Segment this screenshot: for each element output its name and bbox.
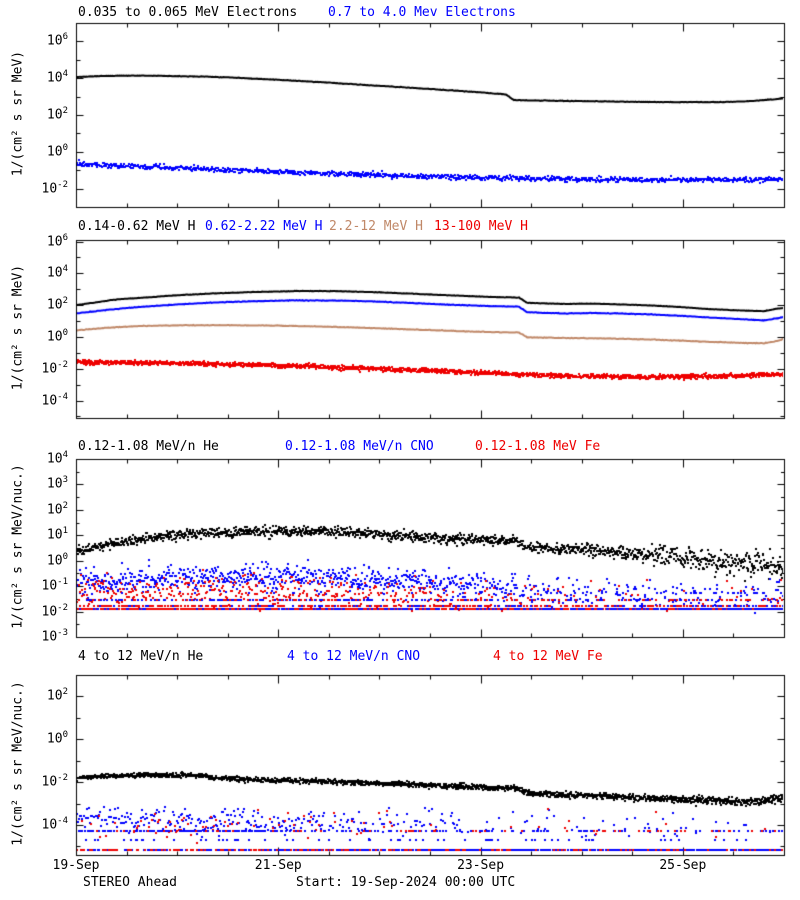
y-tick-label: 100 <box>46 327 68 345</box>
y-axis-title: 1/(cm² s sr MeV/nuc.) <box>10 464 26 629</box>
y-tick-label: 102 <box>46 296 68 313</box>
x-tick-label: 19-Sep <box>52 858 100 873</box>
y-tick-label: 106 <box>46 32 68 49</box>
x-tick-label: 21-Sep <box>254 858 302 873</box>
y-axis-title: 1/(cm² s sr MeV/nuc.) <box>10 681 26 846</box>
x-tick-label: 25-Sep <box>659 858 707 873</box>
panel-title-segment: 0.035 to 0.065 MeV Electrons <box>78 5 298 20</box>
y-tick-label: 100 <box>46 142 68 160</box>
y-tick-label: 10-4 <box>41 816 69 833</box>
y-tick-label: 104 <box>46 69 68 86</box>
panel-title-segment: 0.7 to 4.0 Mev Electrons <box>328 5 516 20</box>
y-tick-label: 10-2 <box>41 773 69 790</box>
panel-title-segment: 4 to 12 MeV/n CNO <box>287 649 421 664</box>
panel-title-segment: 0.12-1.08 MeV/n He <box>78 439 219 454</box>
y-tick-label: 10-2 <box>41 359 69 377</box>
panel-title-segment: 4 to 12 MeV Fe <box>493 649 603 664</box>
y-tick-label: 10-2 <box>41 602 69 619</box>
panel-title-segment: 4 to 12 MeV/n He <box>78 649 204 664</box>
y-tick-label: 102 <box>46 500 68 518</box>
y-axis-title: 1/(cm² s sr MeV) <box>10 264 26 391</box>
panel-title-segment: 0.12-1.08 MeV Fe <box>475 439 601 454</box>
y-tick-label: 102 <box>46 106 68 123</box>
y-tick-label: 10-1 <box>41 577 69 594</box>
y-tick-label: 103 <box>46 475 68 492</box>
panel-title-segment: 0.14-0.62 MeV H <box>78 219 196 234</box>
y-axis-title: 1/(cm² s sr MeV) <box>10 50 26 177</box>
y-tick-label: 104 <box>46 450 68 467</box>
y-tick-label: 100 <box>46 551 68 569</box>
y-tick-label: 100 <box>46 730 68 747</box>
y-tick-label: 10-2 <box>41 179 69 196</box>
y-tick-label: 101 <box>46 526 68 543</box>
x-tick-label: 23-Sep <box>457 858 505 873</box>
spacecraft-label: STEREO Ahead <box>83 875 177 890</box>
panel-title-segment: 2.2-12 MeV H <box>329 219 423 234</box>
start-time-label: Start: 19-Sep-2024 00:00 UTC <box>296 875 516 890</box>
panel-title-segment: 0.12-1.08 MeV/n CNO <box>285 439 434 454</box>
y-tick-label: 102 <box>46 687 68 704</box>
y-tick-label: 10-4 <box>41 391 69 408</box>
y-tick-label: 104 <box>46 264 68 281</box>
panel-title-segment: 0.62-2.22 MeV H <box>205 219 323 234</box>
y-tick-label: 10-3 <box>41 628 69 645</box>
panel-title-segment: 13-100 MeV H <box>434 219 528 234</box>
y-tick-label: 106 <box>46 232 68 249</box>
